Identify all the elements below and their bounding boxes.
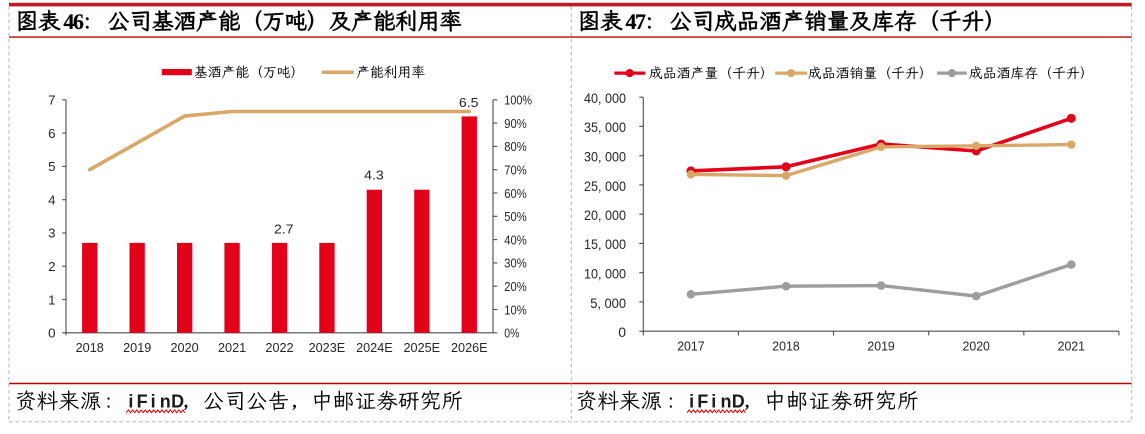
svg-text:60%: 60% bbox=[504, 186, 527, 201]
svg-text:25, 000: 25, 000 bbox=[584, 178, 626, 194]
svg-text:2018: 2018 bbox=[772, 339, 799, 354]
svg-text:2024E: 2024E bbox=[356, 340, 393, 355]
svg-text:20%: 20% bbox=[504, 279, 527, 294]
svg-text:0: 0 bbox=[48, 326, 55, 341]
svg-text:35, 000: 35, 000 bbox=[584, 119, 626, 135]
svg-text:100%: 100% bbox=[504, 93, 532, 108]
svg-text:30%: 30% bbox=[504, 256, 527, 271]
svg-text:2019: 2019 bbox=[867, 339, 894, 354]
svg-text:6.5: 6.5 bbox=[459, 95, 479, 110]
svg-text:7: 7 bbox=[48, 93, 55, 108]
svg-text:2019: 2019 bbox=[123, 340, 151, 355]
svg-text:2.7: 2.7 bbox=[274, 222, 294, 237]
svg-text:6: 6 bbox=[48, 126, 55, 141]
svg-text:2020: 2020 bbox=[963, 339, 990, 354]
svg-text:2021: 2021 bbox=[218, 340, 246, 355]
svg-text:5, 000: 5, 000 bbox=[590, 295, 626, 311]
svg-text:5: 5 bbox=[48, 159, 55, 174]
svg-text:70%: 70% bbox=[504, 163, 527, 178]
svg-text:10%: 10% bbox=[504, 302, 527, 317]
svg-text:1: 1 bbox=[48, 292, 55, 307]
svg-text:50%: 50% bbox=[504, 209, 527, 224]
svg-text:80%: 80% bbox=[504, 139, 527, 154]
svg-text:0%: 0% bbox=[504, 326, 519, 341]
svg-text:90%: 90% bbox=[504, 116, 527, 131]
svg-text:20, 000: 20, 000 bbox=[584, 207, 626, 223]
svg-text:30, 000: 30, 000 bbox=[584, 149, 626, 165]
svg-text:40, 000: 40, 000 bbox=[584, 90, 626, 106]
svg-text:2021: 2021 bbox=[1058, 339, 1085, 354]
svg-text:2025E: 2025E bbox=[404, 340, 441, 355]
svg-text:2018: 2018 bbox=[76, 340, 104, 355]
svg-text:2020: 2020 bbox=[171, 340, 199, 355]
svg-text:2022: 2022 bbox=[265, 340, 293, 355]
svg-text:15, 000: 15, 000 bbox=[584, 236, 626, 252]
svg-text:0: 0 bbox=[618, 324, 626, 340]
svg-text:4.3: 4.3 bbox=[364, 168, 384, 183]
svg-text:40%: 40% bbox=[504, 232, 527, 247]
svg-text:4: 4 bbox=[48, 193, 55, 208]
svg-text:2017: 2017 bbox=[677, 339, 704, 354]
svg-text:2023E: 2023E bbox=[309, 340, 346, 355]
svg-text:2: 2 bbox=[48, 259, 55, 274]
svg-text:10, 000: 10, 000 bbox=[584, 266, 626, 282]
svg-text:3: 3 bbox=[48, 226, 55, 241]
svg-text:2026E: 2026E bbox=[451, 340, 488, 355]
